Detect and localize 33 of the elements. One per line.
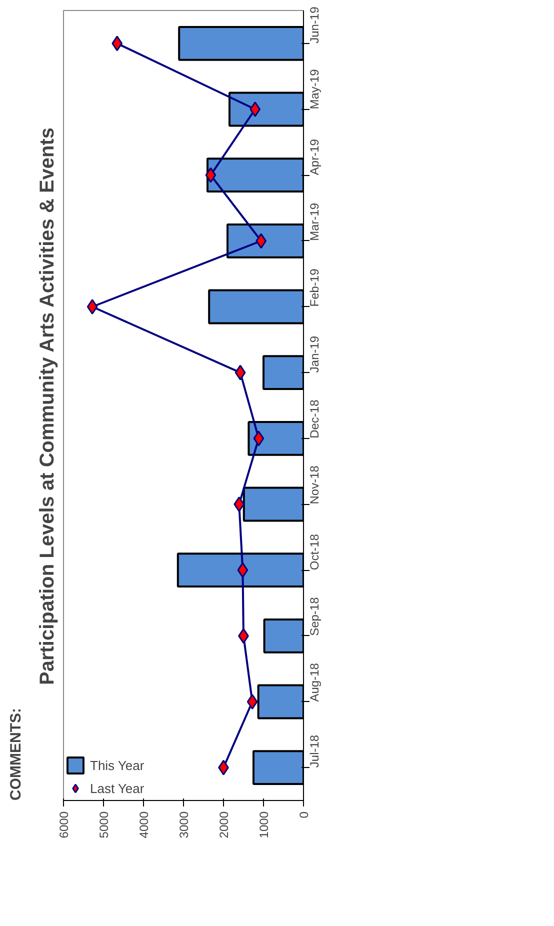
y-tick-label: May-19 [308, 68, 322, 110]
x-tick-label: 1000 [257, 811, 271, 838]
point [86, 299, 98, 314]
x-tick-label: 4000 [137, 811, 151, 838]
point [234, 496, 245, 512]
y-tick-label: Jul-18 [308, 734, 322, 768]
x-tick-label: 5000 [97, 811, 111, 838]
y-tick-label: Jun-19 [308, 6, 322, 44]
x-tick-label: 0 [297, 811, 311, 818]
point [256, 233, 267, 249]
point [253, 430, 264, 446]
y-tick-label: Nov-18 [308, 465, 322, 504]
x-tick-label: 2000 [217, 811, 231, 838]
y-tick-label: Oct-18 [308, 534, 322, 570]
point [112, 36, 123, 52]
y-tick-label: Feb-19 [308, 268, 322, 307]
point [250, 102, 261, 117]
y-tick-label: Aug-18 [308, 662, 322, 702]
y-tick-label: Apr-19 [308, 138, 322, 176]
text: COMMENTS: [8, 708, 24, 800]
point [234, 364, 246, 380]
legend-label: Last Year [90, 780, 144, 796]
x-tick-label: 6000 [57, 811, 71, 838]
x-tick-label: 3000 [177, 811, 191, 838]
y-tick-label: Dec-18 [308, 399, 322, 438]
text: Participation Levels at Community Arts Activities & Events [36, 127, 58, 686]
y-tick-label: Sep-18 [308, 596, 322, 636]
point [237, 562, 248, 578]
point [205, 167, 216, 183]
y-tick-label: Jan-19 [308, 336, 322, 373]
legend-label: This Year [90, 758, 144, 772]
y-tick-label: Mar-19 [308, 202, 322, 241]
point [246, 694, 258, 710]
